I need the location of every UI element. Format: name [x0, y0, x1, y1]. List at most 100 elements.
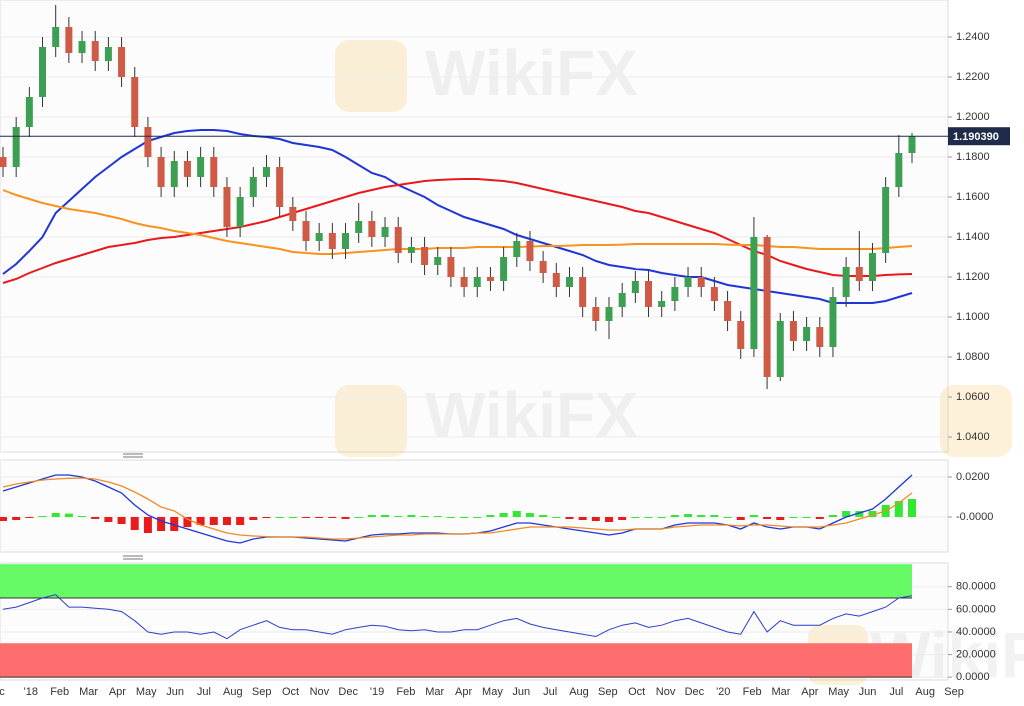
last-price-box	[948, 127, 1010, 146]
macd-histogram-bar	[407, 515, 416, 517]
candle-body	[618, 293, 626, 307]
candle-body	[776, 321, 784, 377]
candle-body	[118, 47, 126, 77]
candle-body	[829, 297, 837, 347]
y-tick-label: 1.1400	[956, 231, 990, 243]
candle-body	[447, 257, 455, 277]
candle-body	[170, 161, 178, 187]
macd-histogram-bar	[394, 516, 403, 517]
price-panel	[0, 0, 949, 453]
macd-histogram-bar	[367, 515, 376, 517]
macd-histogram-bar	[91, 517, 100, 519]
y-tick-label: 1.1000	[956, 311, 990, 323]
macd-histogram-bar	[170, 517, 179, 531]
x-tick-label: Mar	[79, 686, 98, 698]
candle-body	[631, 281, 639, 293]
x-tick-label: Apr	[109, 686, 126, 698]
candle-body	[855, 267, 863, 281]
x-tick-label: Oct	[628, 686, 645, 698]
x-tick-label: '18	[24, 686, 38, 698]
candle-body	[104, 47, 112, 61]
x-tick-label: Jun	[166, 686, 184, 698]
y-tick-label: 1.2200	[956, 71, 990, 83]
x-tick-label: Sep	[598, 686, 618, 698]
macd-histogram-bar	[433, 516, 442, 517]
panel-handle[interactable]	[123, 555, 143, 560]
candle-body	[605, 307, 613, 321]
macd-histogram-bar	[117, 517, 126, 524]
candle-body	[315, 233, 323, 241]
y-tick-label: 20.0000	[956, 648, 996, 660]
macd-histogram-bar	[828, 515, 837, 517]
x-tick-label: Apr	[801, 686, 818, 698]
candle-body	[486, 277, 494, 281]
x-tick-label: Jun	[512, 686, 530, 698]
macd-histogram-bar	[341, 517, 350, 519]
x-tick-label: Jul	[543, 686, 557, 698]
x-tick-label: Dec	[685, 686, 705, 698]
macd-histogram-bar	[25, 517, 34, 518]
x-tick-label: '20	[716, 686, 730, 698]
macd-histogram-bar	[130, 517, 139, 530]
macd-histogram-bar	[605, 517, 613, 522]
macd-histogram-bar	[486, 515, 495, 517]
macd-histogram-bar	[749, 515, 758, 517]
candle-body	[52, 27, 60, 47]
candle-body	[895, 153, 903, 187]
y-tick-label: 1.1800	[956, 151, 990, 163]
x-tick-label: Sep	[252, 686, 272, 698]
candle-body	[724, 301, 732, 321]
macd-histogram-bar	[908, 499, 916, 517]
x-tick-label: May	[828, 686, 849, 698]
candle-body	[0, 157, 7, 167]
last-price-label: 1.190390	[953, 131, 999, 143]
macd-histogram-bar	[618, 517, 627, 520]
macd-histogram-bar	[684, 514, 693, 517]
macd-histogram-bar	[670, 515, 679, 517]
panel-handle[interactable]	[123, 453, 143, 458]
x-tick-label: Oct	[282, 686, 299, 698]
x-tick-label: Aug	[223, 686, 243, 698]
candle-body	[25, 97, 33, 127]
candle-body	[157, 157, 165, 187]
candle-body	[842, 267, 850, 297]
candle-body	[302, 221, 310, 241]
candle-body	[552, 273, 560, 287]
macd-histogram-bar	[552, 517, 561, 518]
candle-body	[249, 177, 257, 197]
candle-body	[697, 277, 705, 287]
macd-histogram-bar	[776, 517, 785, 520]
x-tick-label: Jul	[197, 686, 211, 698]
candle-body	[539, 261, 547, 273]
candle-body	[262, 167, 270, 177]
candle-body	[289, 207, 297, 221]
candle-body	[368, 221, 376, 237]
x-tick-label: Sep	[944, 686, 964, 698]
macd-histogram-bar	[578, 517, 587, 520]
macd-histogram-bar	[236, 517, 245, 525]
macd-histogram-bar	[591, 517, 600, 521]
macd-histogram-bar	[894, 501, 903, 517]
y-tick-label: 1.0400	[956, 431, 990, 443]
x-tick-label: May	[136, 686, 157, 698]
candle-body	[565, 277, 573, 287]
y-tick-label: 1.1200	[956, 271, 990, 283]
moving-average	[2, 178, 913, 284]
macd-histogram-bar	[328, 517, 337, 518]
rsi-line	[2, 594, 913, 640]
candle-body	[473, 277, 481, 287]
candle-body	[500, 257, 508, 281]
x-tick-label: Dec	[338, 686, 358, 698]
y-tick-label: 40.0000	[956, 626, 996, 638]
candle-body	[816, 327, 824, 347]
candle-body	[342, 233, 350, 249]
x-tick-label: '19	[370, 686, 384, 698]
candle-body	[131, 77, 139, 127]
x-tick-label: Jul	[889, 686, 903, 698]
candle-body	[460, 277, 468, 287]
y-tick-label: 1.0600	[956, 391, 990, 403]
x-tick-label: Feb	[396, 686, 415, 698]
y-tick-label: 0.0200	[956, 471, 990, 483]
candle-body	[882, 187, 890, 253]
